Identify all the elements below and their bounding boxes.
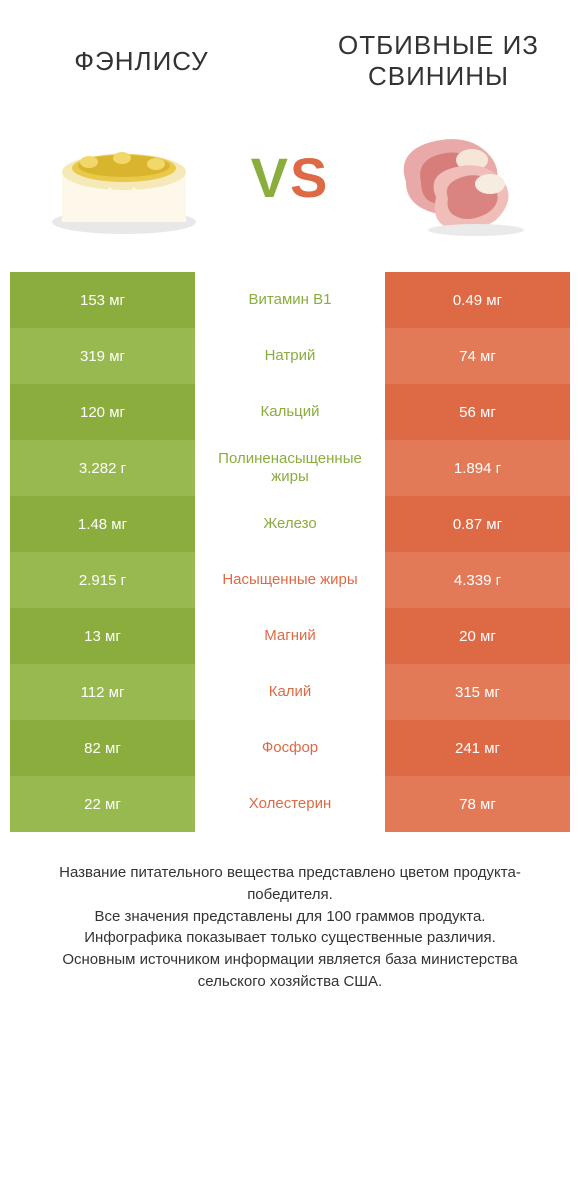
vs-s-letter: S <box>290 146 329 209</box>
right-value-cell: 315 мг <box>385 664 570 720</box>
left-value-cell: 13 мг <box>10 608 195 664</box>
footer-line-3: Инфографика показывает только существенн… <box>30 927 550 949</box>
right-value-cell: 0.49 мг <box>385 272 570 328</box>
table-row: 1.48 мгЖелезо0.87 мг <box>10 496 570 552</box>
nutrient-label-cell: Кальций <box>195 384 385 440</box>
right-value-cell: 4.339 г <box>385 552 570 608</box>
right-product-title: ОТБИВНЫЕ ИЗ СВИНИНЫ <box>317 30 560 92</box>
footer-line-2: Все значения представлены для 100 граммо… <box>30 906 550 928</box>
infographic-container: ФЭНЛИСУ ОТБИВНЫЕ ИЗ СВИНИНЫ VS <box>0 0 580 1204</box>
nutrient-label-cell: Фосфор <box>195 720 385 776</box>
right-value-cell: 1.894 г <box>385 440 570 496</box>
left-value-cell: 319 мг <box>10 328 195 384</box>
right-value-cell: 56 мг <box>385 384 570 440</box>
left-value-cell: 112 мг <box>10 664 195 720</box>
footer-line-1: Название питательного вещества представл… <box>30 862 550 906</box>
nutrient-label-cell: Магний <box>195 608 385 664</box>
header-row: ФЭНЛИСУ ОТБИВНЫЕ ИЗ СВИНИНЫ <box>0 0 580 102</box>
nutrient-label-cell: Натрий <box>195 328 385 384</box>
pork-chop-icon <box>376 112 536 242</box>
comparison-table: 153 мгВитамин B10.49 мг319 мгНатрий74 мг… <box>0 272 580 832</box>
nutrient-label-cell: Полиненасыщенные жиры <box>195 440 385 496</box>
left-value-cell: 82 мг <box>10 720 195 776</box>
table-row: 22 мгХолестерин78 мг <box>10 776 570 832</box>
footer-note: Название питательного вещества представл… <box>0 832 580 1013</box>
nutrient-label-cell: Железо <box>195 496 385 552</box>
table-row: 112 мгКалий315 мг <box>10 664 570 720</box>
table-row: 3.282 гПолиненасыщенные жиры1.894 г <box>10 440 570 496</box>
table-row: 120 мгКальций56 мг <box>10 384 570 440</box>
nutrient-label-cell: Насыщенные жиры <box>195 552 385 608</box>
left-product-title: ФЭНЛИСУ <box>20 46 263 77</box>
right-value-cell: 0.87 мг <box>385 496 570 552</box>
table-row: 13 мгМагний20 мг <box>10 608 570 664</box>
table-row: 319 мгНатрий74 мг <box>10 328 570 384</box>
footer-line-4: Основным источником информации является … <box>30 949 550 993</box>
table-row: 2.915 гНасыщенные жиры4.339 г <box>10 552 570 608</box>
vs-v-letter: V <box>251 146 290 209</box>
right-value-cell: 20 мг <box>385 608 570 664</box>
nutrient-label-cell: Калий <box>195 664 385 720</box>
left-value-cell: 153 мг <box>10 272 195 328</box>
images-row: VS <box>0 102 580 272</box>
right-value-cell: 241 мг <box>385 720 570 776</box>
table-row: 153 мгВитамин B10.49 мг <box>10 272 570 328</box>
right-value-cell: 78 мг <box>385 776 570 832</box>
right-value-cell: 74 мг <box>385 328 570 384</box>
left-value-cell: 22 мг <box>10 776 195 832</box>
left-value-cell: 120 мг <box>10 384 195 440</box>
left-value-cell: 1.48 мг <box>10 496 195 552</box>
vs-label: VS <box>251 145 330 210</box>
nutrient-label-cell: Холестерин <box>195 776 385 832</box>
left-value-cell: 2.915 г <box>10 552 195 608</box>
cake-icon <box>44 112 204 242</box>
nutrient-label-cell: Витамин B1 <box>195 272 385 328</box>
left-value-cell: 3.282 г <box>10 440 195 496</box>
table-row: 82 мгФосфор241 мг <box>10 720 570 776</box>
